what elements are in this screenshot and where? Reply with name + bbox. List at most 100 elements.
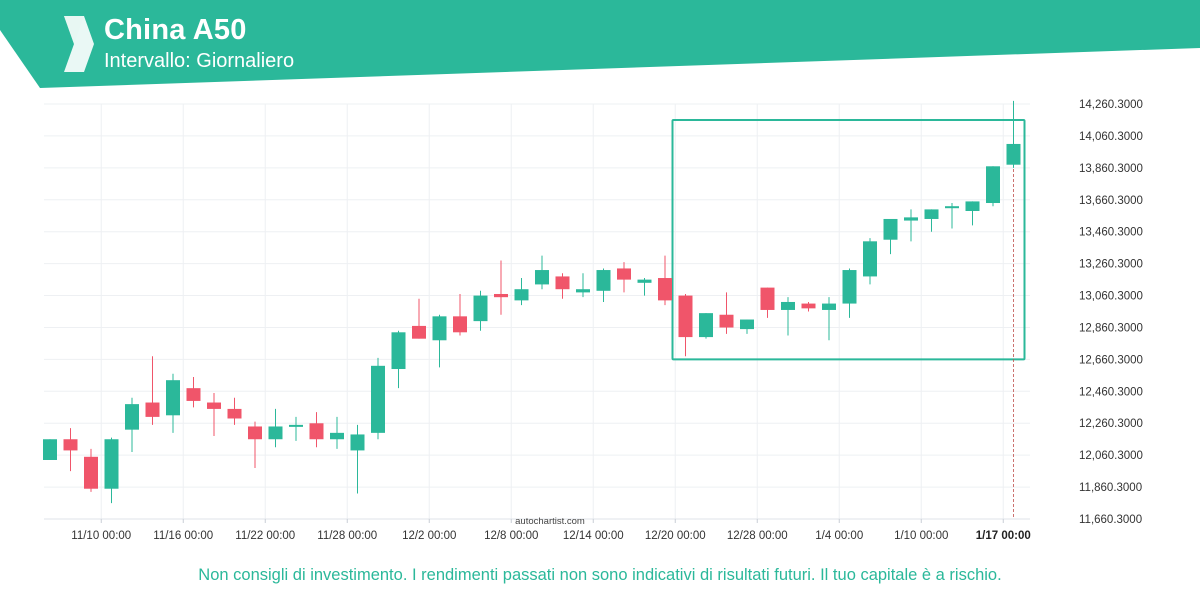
- candle-body: [986, 166, 1000, 204]
- candle-body: [473, 295, 488, 322]
- candle: [145, 356, 160, 425]
- candle-body: [514, 289, 529, 301]
- candle-body: [945, 206, 959, 209]
- candles: [43, 100, 1021, 504]
- candle-body: [596, 270, 611, 291]
- y-tick-label: 13,660.3000: [1079, 195, 1143, 207]
- grid-lines: [44, 103, 1030, 520]
- candle: [535, 255, 549, 290]
- candle: [904, 209, 918, 242]
- candle: [678, 293, 693, 357]
- candle-body: [658, 278, 672, 301]
- candle: [740, 319, 754, 334]
- candle: [658, 255, 672, 306]
- candle-body: [453, 316, 467, 333]
- candle-body: [350, 434, 365, 451]
- candle-body: [1006, 143, 1021, 165]
- candle: [924, 209, 939, 232]
- x-tick-label: 1/4 00:00: [815, 530, 863, 542]
- candle-body: [924, 209, 939, 219]
- candle-body: [555, 276, 570, 290]
- candle: [965, 201, 980, 226]
- candle: [986, 166, 1000, 207]
- interval-subtitle: Intervallo: Giornaliero: [104, 50, 295, 72]
- candle-body: [494, 293, 508, 298]
- candle: [514, 278, 529, 306]
- candle: [863, 238, 877, 285]
- x-tick-label: 12/20 00:00: [645, 530, 706, 542]
- y-tick-label: 12,260.3000: [1079, 418, 1143, 430]
- candle: [248, 421, 262, 468]
- y-tick-label: 12,660.3000: [1079, 354, 1143, 366]
- candle-body: [166, 380, 180, 416]
- candle-body: [207, 402, 221, 409]
- x-tick-label: 11/10 00:00: [71, 530, 131, 542]
- candle: [84, 448, 98, 492]
- x-tick-label: 1/10 00:00: [894, 530, 948, 542]
- candle: [576, 273, 590, 298]
- x-axis: 11/10 00:00 11/16 00:00 11/22 00:00 11/28 0…: [44, 518, 1031, 542]
- x-tick-label: 12/2 00:00: [402, 530, 456, 542]
- y-tick-label: 13,060.3000: [1079, 291, 1143, 303]
- candle-body: [678, 295, 693, 338]
- candle-body: [699, 313, 713, 338]
- x-tick-label: 12/8 00:00: [484, 530, 538, 542]
- candle-body: [391, 332, 406, 370]
- y-tick-label: 11,660.3000: [1079, 514, 1142, 526]
- candle: [883, 218, 898, 255]
- y-axis: 14,260.3000 14,060.3000 13,860.3000 13,660.…: [1079, 99, 1143, 526]
- candle: [473, 290, 488, 331]
- candle-body: [145, 402, 160, 417]
- y-tick-label: 13,260.3000: [1079, 259, 1143, 271]
- candle: [371, 357, 385, 440]
- candle-body: [227, 408, 242, 419]
- y-tick-label: 12,860.3000: [1079, 322, 1143, 334]
- highlight-layer: [671, 104, 1026, 519]
- candle-body: [104, 439, 119, 489]
- candle: [945, 203, 959, 229]
- y-tick-label: 13,860.3000: [1079, 163, 1143, 175]
- candle: [227, 397, 242, 425]
- y-tick-label: 14,260.3000: [1079, 99, 1143, 111]
- x-tick-label: 12/28 00:00: [727, 530, 788, 542]
- candle-body: [43, 439, 57, 460]
- candle: [453, 293, 467, 336]
- candlestick-chart: 14,260.3000 14,060.3000 13,860.3000 13,660.…: [43, 99, 1143, 542]
- candle: [330, 416, 344, 449]
- candle: [207, 392, 221, 437]
- candle-body: [248, 426, 262, 440]
- candle-body: [883, 218, 898, 240]
- chart-title: China A50: [104, 14, 247, 46]
- candle-body: [330, 432, 344, 440]
- risk-disclaimer: Non consigli di investimento. I rendimen…: [198, 566, 1002, 584]
- candle: [617, 262, 631, 293]
- candle: [166, 373, 180, 433]
- candle-body: [719, 314, 734, 328]
- candle-body: [842, 270, 857, 304]
- candle-body: [289, 424, 303, 427]
- x-tick-label: 11/22 00:00: [235, 530, 295, 542]
- candle: [289, 416, 303, 441]
- candle-body: [432, 316, 447, 341]
- candle: [822, 297, 836, 341]
- candle: [699, 313, 713, 339]
- candle-body: [535, 270, 549, 285]
- x-tick-label: 11/28 00:00: [317, 530, 377, 542]
- candle-body: [63, 439, 78, 451]
- watermark-text: autochartist.com: [515, 516, 585, 527]
- candle-body: [904, 217, 918, 221]
- candle: [555, 273, 570, 299]
- pattern-highlight-box: [671, 118, 1026, 361]
- candle-body: [371, 365, 385, 433]
- candle: [186, 376, 201, 408]
- candle-body: [863, 241, 877, 277]
- candle-body: [412, 325, 426, 339]
- candle: [1006, 100, 1021, 168]
- x-tick-label: 11/16 00:00: [153, 530, 213, 542]
- candle-body: [801, 303, 816, 309]
- candle-body: [822, 303, 836, 310]
- candle: [412, 298, 426, 339]
- candle-body: [965, 201, 980, 211]
- candle: [637, 278, 652, 296]
- candle-body: [309, 423, 324, 440]
